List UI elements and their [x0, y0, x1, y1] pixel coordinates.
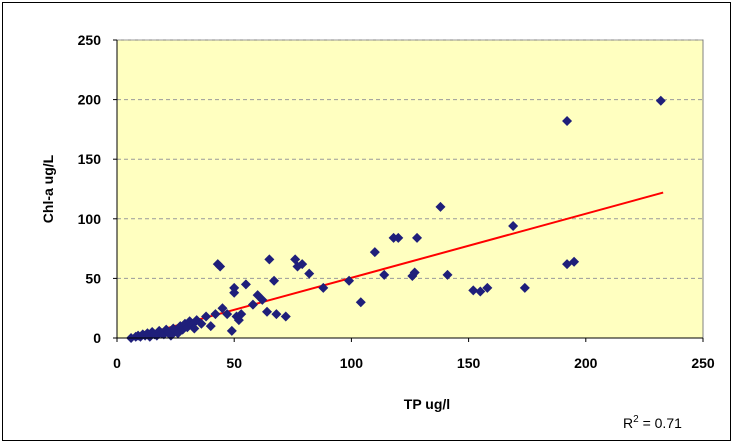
data-point: [215, 261, 226, 272]
data-point: [519, 282, 530, 293]
data-point: [393, 232, 404, 243]
data-point: [442, 269, 453, 280]
plot-area: [116, 39, 704, 339]
data-point: [269, 275, 280, 286]
data-point: [229, 282, 240, 293]
data-point: [369, 247, 380, 258]
data-point: [240, 279, 251, 290]
x-tick-label: 250: [691, 355, 715, 371]
data-point: [297, 259, 308, 270]
data-point: [210, 309, 221, 320]
data-point: [482, 282, 493, 293]
x-tick-label: 200: [574, 355, 598, 371]
y-tick-label: 100: [78, 211, 102, 227]
data-point: [409, 267, 420, 278]
data-point: [280, 311, 291, 322]
data-point: [655, 95, 666, 106]
data-point: [562, 116, 573, 127]
data-point: [412, 232, 423, 243]
data-point: [344, 275, 355, 286]
data-point: [379, 269, 390, 280]
data-point: [508, 220, 519, 231]
y-tick-label: 50: [85, 270, 101, 286]
data-point: [217, 303, 228, 314]
x-tick-label: 150: [457, 355, 481, 371]
y-tick-label: 0: [93, 330, 101, 346]
y-tick-label: 250: [78, 32, 102, 48]
data-point: [247, 299, 258, 310]
data-point: [189, 323, 200, 334]
data-point: [264, 254, 275, 265]
data-point: [226, 325, 237, 336]
data-point: [257, 294, 268, 305]
data-point: [304, 268, 315, 279]
data-point: [236, 309, 247, 320]
data-point: [196, 318, 207, 329]
data-point: [262, 306, 273, 317]
data-point: [205, 321, 216, 332]
x-axis-title: TP ug/l: [404, 396, 450, 412]
tick-labels: 0 50 100 150 200 250 0 50 100 150 200 250: [78, 32, 715, 371]
data-point: [435, 201, 446, 212]
x-tick-label: 50: [226, 355, 242, 371]
data-point: [222, 309, 233, 320]
y-tick-label: 200: [78, 92, 102, 108]
data-point: [318, 282, 329, 293]
x-tick-label: 100: [340, 355, 364, 371]
data-point: [475, 286, 486, 297]
data-point: [201, 311, 212, 322]
data-point: [569, 256, 580, 267]
data-point: [355, 297, 366, 308]
y-axis-title: Chl-a ug/L: [40, 154, 56, 223]
data-point: [271, 309, 282, 320]
r-squared-label: R2 = 0.71: [623, 414, 682, 431]
x-tick-label: 0: [113, 355, 121, 371]
y-tick-label: 150: [78, 151, 102, 167]
data-point: [468, 285, 479, 296]
